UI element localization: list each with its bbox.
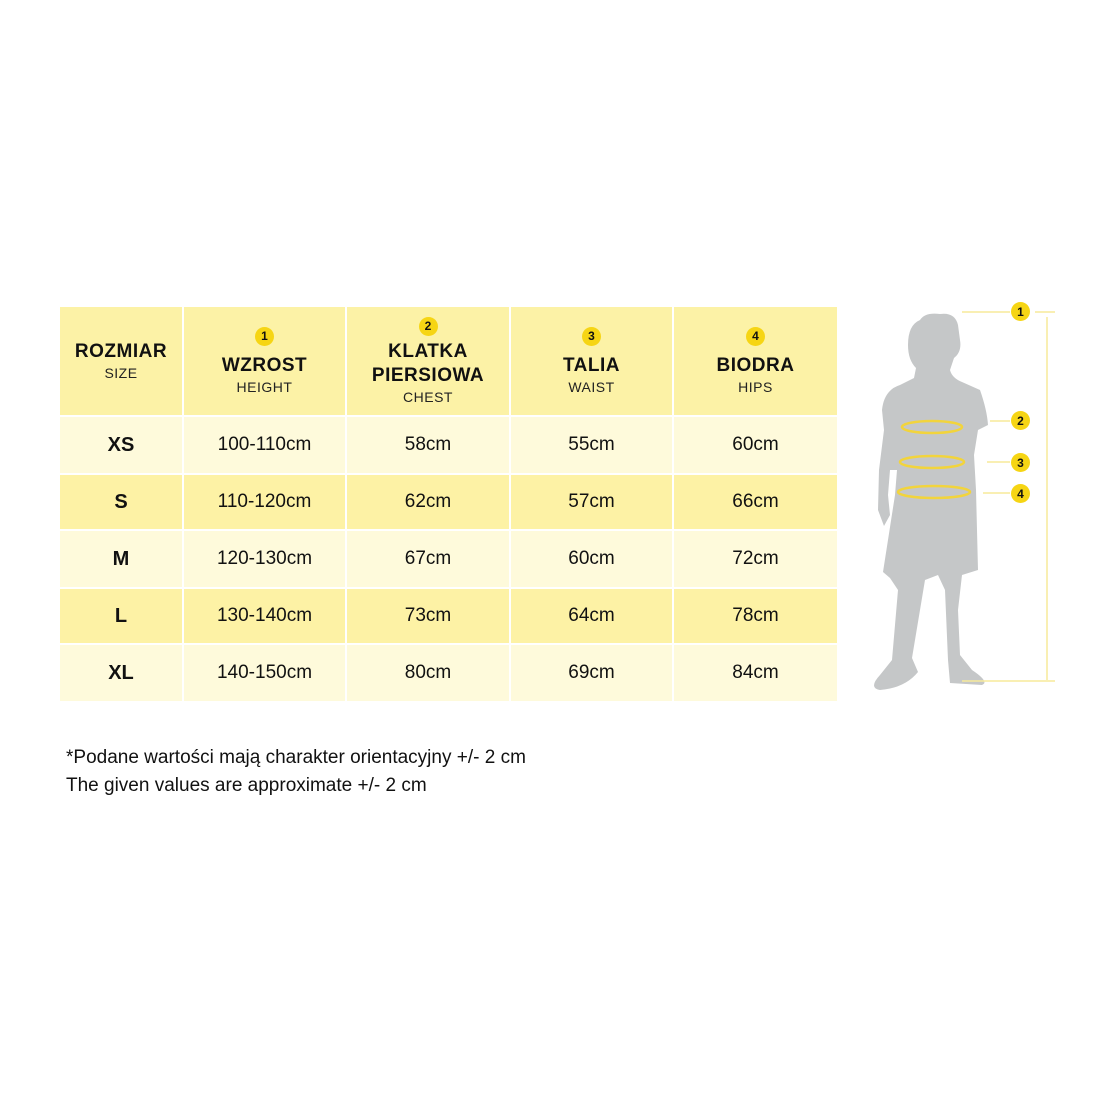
measurement-value: 110-120cm — [217, 491, 312, 512]
size-label: M — [112, 547, 130, 570]
size-cell: M — [60, 531, 182, 587]
measurement-value: 120-130cm — [216, 548, 313, 569]
value-cell: 80cm — [347, 645, 509, 701]
value-cell: 120-130cm — [184, 531, 345, 587]
header-subtitle: HIPS — [738, 378, 773, 395]
value-cell: 110-120cm — [184, 475, 345, 529]
value-cell: 130-140cm — [184, 589, 345, 643]
note-polish: *Podane wartości mają charakter orientac… — [66, 747, 526, 768]
marker-4: 4 — [1011, 484, 1030, 503]
badge-3: 3 — [582, 326, 601, 346]
measurement-value: 130-140cm — [216, 605, 313, 626]
marker-2: 2 — [1011, 411, 1030, 430]
value-cell: 72cm — [674, 531, 837, 587]
header-size: ROZMIAR SIZE — [60, 307, 182, 415]
header-height: 1 WZROST HEIGHT — [184, 307, 345, 415]
value-cell: 58cm — [347, 417, 509, 473]
value-cell: 73cm — [347, 589, 509, 643]
measurement-value: 60cm — [568, 548, 615, 569]
measurement-value: 140-150cm — [216, 662, 313, 683]
marker-1: 1 — [1011, 302, 1030, 321]
measurement-value: 100-110cm — [217, 434, 312, 455]
footnote: *Podane wartości mają charakter orientac… — [66, 744, 526, 800]
value-cell: 60cm — [674, 417, 837, 473]
size-cell: L — [60, 589, 182, 643]
header-subtitle: SIZE — [104, 365, 138, 381]
badge-4: 4 — [746, 326, 765, 346]
value-cell: 78cm — [674, 589, 837, 643]
measurement-value: 78cm — [732, 605, 779, 626]
marker-3: 3 — [1011, 453, 1030, 472]
badge-1: 1 — [255, 326, 274, 346]
header-title: KLATKA PIERSIOWA — [371, 340, 485, 386]
header-title: WZROST — [221, 354, 308, 376]
badge-2: 2 — [418, 316, 438, 336]
value-cell: 66cm — [674, 475, 837, 529]
measurement-value: 80cm — [404, 662, 452, 683]
measurement-value: 67cm — [404, 548, 452, 569]
measurement-value: 57cm — [568, 491, 615, 512]
value-cell: 60cm — [511, 531, 672, 587]
value-cell: 84cm — [674, 645, 837, 701]
value-cell: 57cm — [511, 475, 672, 529]
size-cell: S — [60, 475, 182, 529]
measurement-value: 72cm — [732, 548, 779, 569]
measurement-value: 58cm — [404, 434, 452, 455]
measurement-value: 73cm — [404, 605, 452, 626]
measurement-value: 69cm — [568, 662, 615, 683]
header-subtitle: HEIGHT — [236, 378, 293, 395]
header-subtitle: CHEST — [403, 388, 453, 405]
value-cell: 67cm — [347, 531, 509, 587]
measurement-value: 60cm — [732, 434, 779, 455]
header-hips: 4 BIODRA HIPS — [674, 307, 837, 415]
size-label: XS — [107, 433, 135, 456]
size-cell: XS — [60, 417, 182, 473]
note-english: The given values are approximate +/- 2 c… — [66, 775, 427, 796]
measurement-value: 55cm — [568, 434, 615, 455]
table-row: L 130-140cm 73cm 64cm 78cm — [60, 589, 837, 643]
size-label: XL — [108, 661, 134, 684]
measurement-value: 66cm — [732, 491, 779, 512]
table-row: S 110-120cm 62cm 57cm 66cm — [60, 475, 837, 529]
table-row: XL 140-150cm 80cm 69cm 84cm — [60, 645, 837, 701]
table-row: M 120-130cm 67cm 60cm 72cm — [60, 531, 837, 587]
header-title: BIODRA — [716, 354, 795, 376]
size-label: L — [114, 604, 128, 627]
table-row: XS 100-110cm 58cm 55cm 60cm — [60, 417, 837, 473]
table-header-row: ROZMIAR SIZE 1 WZROST HEIGHT 2 KLATKA PI… — [60, 307, 837, 415]
value-cell: 140-150cm — [184, 645, 345, 701]
value-cell: 55cm — [511, 417, 672, 473]
header-chest: 2 KLATKA PIERSIOWA CHEST — [347, 307, 509, 415]
measurement-value: 62cm — [404, 491, 452, 512]
measurement-value: 84cm — [732, 662, 779, 683]
value-cell: 69cm — [511, 645, 672, 701]
size-label: S — [114, 490, 128, 513]
child-silhouette-figure: 1 2 3 4 — [850, 290, 1070, 700]
measurement-value: 64cm — [568, 605, 615, 626]
value-cell: 62cm — [347, 475, 509, 529]
child-silhouette-icon — [874, 311, 1055, 690]
value-cell: 100-110cm — [184, 417, 345, 473]
size-chart-table: ROZMIAR SIZE 1 WZROST HEIGHT 2 KLATKA PI… — [60, 307, 837, 703]
header-title: TALIA — [562, 354, 621, 376]
size-cell: XL — [60, 645, 182, 701]
header-subtitle: WAIST — [568, 378, 615, 395]
header-title: ROZMIAR — [74, 341, 168, 362]
header-waist: 3 TALIA WAIST — [511, 307, 672, 415]
value-cell: 64cm — [511, 589, 672, 643]
